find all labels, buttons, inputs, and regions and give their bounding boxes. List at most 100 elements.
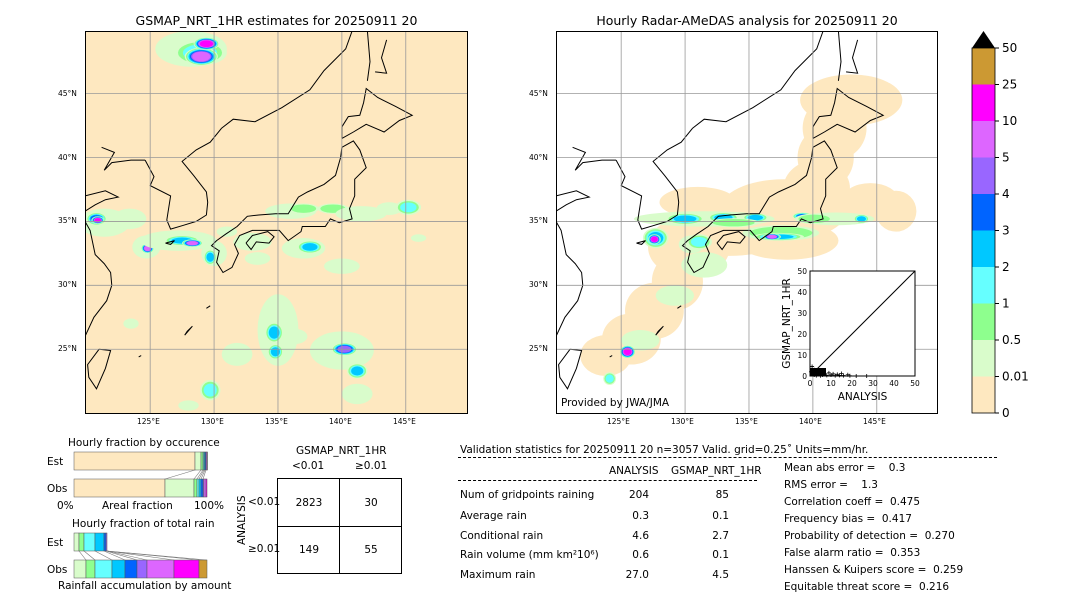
stats-row-gsmap: 0.1 bbox=[712, 549, 729, 561]
scatter-point bbox=[833, 373, 838, 378]
fraction-segment bbox=[103, 532, 107, 552]
lon-tick-label: 135°E bbox=[265, 417, 288, 426]
lat-tick-label: 25°N bbox=[58, 344, 77, 353]
cell-hit-none: 2823 bbox=[295, 497, 323, 509]
stats-row-gsmap: 0.1 bbox=[712, 510, 729, 522]
colorbar-tick-label: 25 bbox=[1002, 78, 1017, 92]
rain-cell bbox=[221, 342, 253, 366]
coastline bbox=[87, 348, 112, 390]
rain-cell bbox=[400, 202, 417, 213]
score-line: Mean abs error = 0.3 bbox=[784, 462, 906, 474]
scatter-point bbox=[841, 373, 846, 378]
stats-row-analysis: 0.6 bbox=[632, 549, 649, 561]
colorbar-segment bbox=[972, 157, 995, 194]
lon-tick-label: 130°E bbox=[201, 417, 224, 426]
fraction-segment bbox=[198, 559, 208, 579]
rain-cell bbox=[270, 347, 280, 357]
stats-row-gsmap: 2.7 bbox=[712, 530, 729, 542]
score-line: Hanssen & Kuipers score = 0.259 bbox=[784, 564, 964, 576]
colorbar-segment bbox=[972, 84, 995, 121]
analysis-coverage bbox=[580, 335, 632, 377]
lat-tick-label: 40°N bbox=[529, 153, 548, 162]
map-frame bbox=[85, 31, 468, 414]
fraction-segment bbox=[105, 532, 108, 552]
inset-y-tick: 30 bbox=[797, 309, 807, 318]
rain-cell bbox=[767, 234, 777, 239]
coastline bbox=[556, 190, 591, 212]
fraction-segment bbox=[193, 478, 198, 498]
coastline bbox=[716, 231, 746, 251]
lon-tick-label: 140°E bbox=[799, 417, 822, 426]
score-line: Probability of detection = 0.270 bbox=[784, 530, 955, 542]
coastline bbox=[558, 348, 583, 390]
left-map-title: GSMAP_NRT_1HR estimates for 20250911 20 bbox=[135, 13, 418, 28]
coastline bbox=[206, 305, 211, 309]
scatter-point bbox=[831, 371, 836, 376]
stats-col-analysis: ANALYSIS bbox=[609, 465, 659, 477]
score-line: Equitable threat score = 0.216 bbox=[784, 581, 950, 593]
lon-tick-label: 135°E bbox=[735, 417, 758, 426]
colorbar-tick-label: 50 bbox=[1002, 41, 1017, 55]
map-frame bbox=[556, 31, 938, 414]
colorbar-segment bbox=[972, 340, 995, 377]
rain-cell bbox=[351, 366, 364, 376]
colorbar-tick-label: 5 bbox=[1002, 151, 1010, 165]
rain-cell bbox=[290, 204, 317, 213]
stats-row-label: Rain volume (mm km²10⁶) bbox=[460, 549, 599, 561]
coastline bbox=[655, 325, 664, 336]
fraction-segment bbox=[73, 559, 87, 579]
rain-cell bbox=[233, 232, 272, 251]
fraction-segment bbox=[111, 559, 126, 579]
scatter-point bbox=[829, 372, 833, 377]
score-line: Frequency bias = 0.417 bbox=[784, 513, 912, 525]
colorbar-extend-triangle bbox=[972, 31, 995, 48]
scatter-inset: 00 10 10 20 20 30 30 40 40 50 50 ANALYSIS GSMAP_NRT_… bbox=[781, 267, 920, 402]
scatter-point bbox=[854, 374, 859, 378]
fraction-segment bbox=[83, 532, 96, 552]
coastline bbox=[144, 127, 223, 230]
cell-false-alarm: 30 bbox=[364, 497, 378, 509]
fraction-segment bbox=[73, 451, 196, 471]
fraction-segment bbox=[203, 478, 207, 498]
lon-tick-label: 145°E bbox=[863, 417, 886, 426]
lat-tick-label: 45°N bbox=[58, 89, 77, 98]
connector-line bbox=[106, 550, 175, 561]
occurrence-title: Hourly fraction by occurence bbox=[68, 437, 220, 449]
contingency-row-0: <0.01 bbox=[248, 496, 281, 508]
coastline bbox=[165, 240, 175, 245]
rain-cell bbox=[203, 383, 217, 397]
lon-tick-label: 125°E bbox=[607, 417, 630, 426]
rain-cell bbox=[192, 51, 211, 62]
stats-row-gsmap: 4.5 bbox=[712, 569, 729, 581]
inset-x-tick: 40 bbox=[889, 379, 899, 388]
rain-cell bbox=[113, 208, 147, 230]
fraction-segment bbox=[146, 559, 175, 579]
score-line: False alarm ratio = 0.353 bbox=[784, 547, 921, 559]
fraction-segment bbox=[200, 451, 204, 471]
stats-col-gsmap: GSMAP_NRT_1HR bbox=[671, 465, 762, 477]
coastline bbox=[556, 221, 584, 337]
one-to-one-line bbox=[809, 270, 916, 377]
rain-cell bbox=[621, 330, 660, 351]
coastline bbox=[184, 325, 193, 336]
contingency-row-title: ANALYSIS bbox=[236, 495, 248, 545]
stats-row-label: Average rain bbox=[460, 510, 527, 522]
scatter-point bbox=[826, 370, 831, 375]
stats-divider bbox=[458, 457, 997, 458]
total-rain-bars bbox=[73, 532, 208, 579]
rain-cell bbox=[186, 241, 198, 246]
coastline bbox=[375, 39, 388, 74]
connector-line bbox=[78, 550, 87, 561]
lon-tick-label: 130°E bbox=[671, 417, 694, 426]
colorbar-segment bbox=[972, 48, 995, 85]
stats-row-label: Maximum rain bbox=[460, 569, 536, 581]
coastline bbox=[245, 231, 275, 251]
lat-tick-label: 35°N bbox=[58, 216, 77, 225]
lat-tick-label: 40°N bbox=[58, 153, 77, 162]
lat-tick-label: 45°N bbox=[529, 89, 548, 98]
inset-y-tick: 0 bbox=[802, 372, 807, 381]
right-map-title: Hourly Radar-AMeDAS analysis for 2025091… bbox=[596, 13, 898, 28]
rain-cell bbox=[206, 252, 215, 262]
colorbar-segment bbox=[972, 303, 995, 340]
rain-cell bbox=[655, 285, 695, 306]
